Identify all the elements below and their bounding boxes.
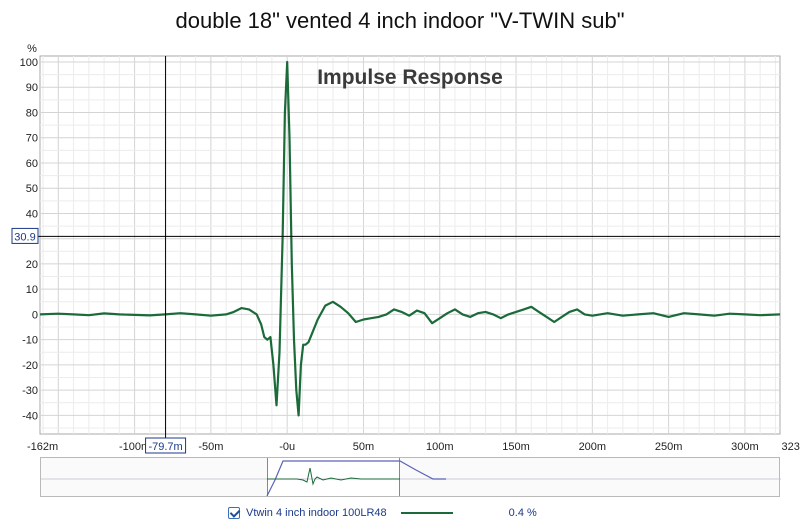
y-tick-label: -30 xyxy=(22,385,38,397)
cursor-x-readout: -79.7m xyxy=(148,441,182,453)
y-tick-labels: 1009080706050403020100-10-20-30-40 xyxy=(20,57,38,422)
legend-line-swatch xyxy=(400,512,453,514)
y-tick-label: 80 xyxy=(26,107,38,119)
y-tick-label: 50 xyxy=(26,183,38,195)
y-tick-label: -10 xyxy=(22,335,38,347)
x-tick-label: -100m xyxy=(119,441,150,453)
plot-area[interactable] xyxy=(39,55,781,435)
legend-series-name: Vtwin 4 inch indoor 100LR48 xyxy=(246,507,387,519)
impulse-plot[interactable]: 1009080706050403020100-10-20-30-40 -162m… xyxy=(0,0,800,456)
impulse-response-line xyxy=(39,60,781,417)
overview-view-window[interactable] xyxy=(267,458,400,496)
cursor-y-readout-box xyxy=(11,227,39,244)
plot-heading: Impulse Response xyxy=(317,66,503,89)
y-tick-label: -20 xyxy=(22,360,38,372)
legend-percent-readout: 0.4 % xyxy=(508,507,537,519)
y-tick-label: 10 xyxy=(26,284,38,296)
x-tick-label: 300m xyxy=(731,441,759,453)
y-tick-label: 60 xyxy=(26,158,38,170)
x-tick-label: 50m xyxy=(353,441,374,453)
grid-lines xyxy=(40,56,780,434)
x-tick-label: 200m xyxy=(579,441,607,453)
x-tick-label: 323ms xyxy=(781,441,800,453)
y-tick-label: 100 xyxy=(20,57,38,69)
cursor-x-readout-box xyxy=(145,437,187,454)
legend: Vtwin 4 inch indoor 100LR48 0.4 % xyxy=(228,504,537,522)
overview-window-curve xyxy=(266,460,446,497)
x-tick-label: -162m xyxy=(27,441,58,453)
y-tick-label: 70 xyxy=(26,133,38,145)
cursor-y-readout: 30.9 xyxy=(14,231,35,243)
y-tick-label: 0 xyxy=(32,309,38,321)
legend-checkbox[interactable] xyxy=(228,507,240,519)
overview-trace xyxy=(41,460,781,497)
x-tick-label: 100m xyxy=(426,441,454,453)
overview-strip[interactable] xyxy=(40,457,781,497)
x-tick-label: 250m xyxy=(655,441,683,453)
y-tick-label: 90 xyxy=(26,82,38,94)
y-unit-label: % xyxy=(27,43,37,55)
overview-impulse-trace xyxy=(267,467,400,486)
x-tick-label: -0u xyxy=(279,441,295,453)
x-tick-label: -50m xyxy=(198,441,223,453)
x-tick-label: 150m xyxy=(502,441,530,453)
window-title: double 18" vented 4 inch indoor "V-TWIN … xyxy=(175,8,625,33)
y-tick-label: 20 xyxy=(26,259,38,271)
x-tick-labels: -162m -100m -50m -0u 50m 100m 150m 200m 250m 300m… xyxy=(27,441,800,453)
y-tick-label: 40 xyxy=(26,208,38,220)
y-tick-label: -40 xyxy=(22,410,38,422)
